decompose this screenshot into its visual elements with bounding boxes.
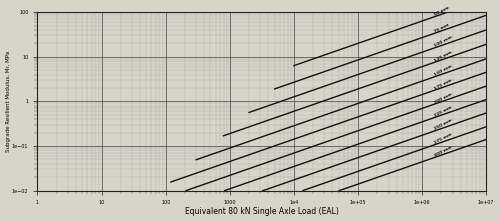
Text: 100 mm: 100 mm <box>434 36 453 48</box>
Text: 75 mm: 75 mm <box>434 22 450 34</box>
Text: 175 mm: 175 mm <box>434 78 452 91</box>
Text: 125 mm: 125 mm <box>434 50 452 63</box>
Text: 300 mm: 300 mm <box>434 145 452 158</box>
Text: 50 mm: 50 mm <box>434 6 450 17</box>
Text: 225 mm: 225 mm <box>434 105 452 118</box>
Text: 150 mm: 150 mm <box>434 64 452 77</box>
Text: 275 mm: 275 mm <box>434 133 452 145</box>
Text: 250 mm: 250 mm <box>434 119 452 131</box>
Y-axis label: Subgrade Resilient Modulus, Mr, MPa: Subgrade Resilient Modulus, Mr, MPa <box>6 51 10 152</box>
Text: 200 mm: 200 mm <box>434 92 452 105</box>
X-axis label: Equivalent 80 kN Single Axle Load (EAL): Equivalent 80 kN Single Axle Load (EAL) <box>185 207 339 216</box>
